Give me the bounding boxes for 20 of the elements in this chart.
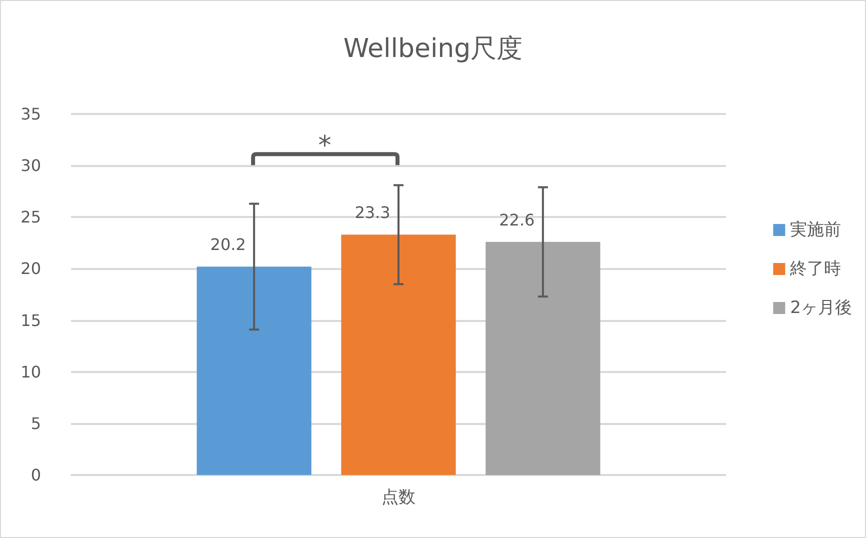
data-label: 23.3 — [354, 203, 390, 222]
y-tick-label: 30 — [20, 156, 41, 176]
bar — [196, 266, 312, 475]
annotation: * — [318, 131, 332, 162]
legend-label: 終了時 — [789, 259, 842, 279]
bar — [341, 234, 456, 475]
y-tick-label: 35 — [20, 104, 41, 124]
y-tick-label: 10 — [20, 362, 41, 382]
bar — [486, 242, 600, 475]
y-tick-label: 20 — [20, 259, 41, 278]
x-tick-label: 点数 — [382, 488, 416, 508]
chart-title: Wellbeing尺度 — [343, 34, 523, 64]
y-tick-label: 0 — [30, 466, 41, 484]
y-tick-label: 5 — [30, 414, 41, 433]
data-label: 22.6 — [499, 210, 535, 230]
legend-label: 実施前 — [790, 220, 842, 240]
y-tick-label: 25 — [20, 208, 41, 227]
y-tick-label: 15 — [20, 310, 41, 330]
data-label: 20.2 — [210, 235, 246, 254]
legend-label: 2ヶ月後 — [790, 298, 852, 318]
